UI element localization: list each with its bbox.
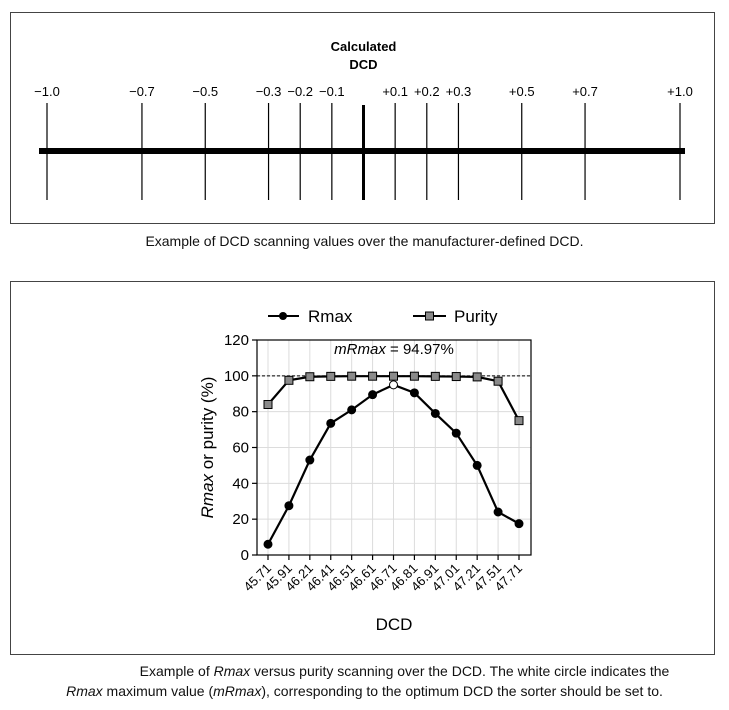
y-tick-label: 0 [241,547,249,564]
purity-point [347,371,357,381]
dcd-number-line-chart: Calculated DCD −1.0 −0.7 −0.5 −0.3 −0.2 −0.1 +0.… [34,39,693,200]
rmax-point [263,539,273,549]
number-line-tick-label: −0.2 [287,84,313,99]
rmax-point [368,390,378,400]
number-line-title-line-2: DCD [349,57,377,72]
y-tick-label: 80 [232,404,249,421]
caption-italic: mRmax [213,683,262,699]
legend-purity-label: Purity [454,307,498,326]
purity-point [409,371,419,381]
rmax-point [430,408,440,418]
number-line-tick-label: +1.0 [667,84,693,99]
number-line-tick-label: +0.3 [446,84,472,99]
number-line-tick-label: +0.1 [382,84,408,99]
y-tick-label: 20 [232,511,249,528]
y-tick-label: 120 [224,332,249,349]
purity-point [451,372,461,382]
x-axis-title: DCD [376,615,413,634]
purity-point [472,372,482,382]
purity-point [368,371,378,381]
rmax-purity-chart-panel: 0 20 40 60 80 100 120 45.71 45.91 46.21 46.41 46.51… [10,281,715,655]
rmax-point [284,501,294,511]
y-axis-title-rest: or purity (%) [198,377,217,474]
purity-point [389,371,398,381]
caption-text: ), corresponding to the optimum DCD the … [261,683,663,699]
purity-point [514,416,524,426]
mrmax-annotation-value: = 94.97% [386,341,454,358]
number-line-title-line-1: Calculated [331,39,397,54]
purity-point [305,372,315,382]
rmax-point [347,405,357,415]
number-line-tick-label: +0.5 [509,84,535,99]
rmax-point [326,418,336,428]
number-line-tick-label: −0.3 [256,84,282,99]
number-line-tick-label: −0.1 [319,84,345,99]
purity-point [493,376,503,386]
number-line-tick-label: +0.2 [414,84,440,99]
purity-point [263,400,273,409]
y-tick-label: 60 [232,440,249,457]
caption-line-2: Rmax maximum value (mRmax), correspondin… [0,681,729,701]
purity-point [430,371,440,381]
y-tick-label: 40 [232,475,249,492]
purity-point [284,375,294,385]
caption-italic: Rmax [66,683,103,699]
legend-rmax-label: Rmax [308,307,353,326]
caption-italic: Rmax [213,663,251,679]
caption-text: versus purity scanning over the DCD. The… [250,663,670,679]
legend-rmax-marker [279,312,287,320]
number-line-tick-label: −0.5 [192,84,218,99]
line-chart-caption: Example of Rmax versus purity scanning o… [0,661,729,701]
mrmax-annotation-italic: mRmax [334,341,386,358]
dcd-number-line-panel: Calculated DCD −1.0 −0.7 −0.5 −0.3 −0.2 −0.1 +0.… [10,12,715,224]
caption-line-1: Example of Rmax versus purity scanning o… [0,661,729,681]
mrmax-annotation: mRmax = 94.97% [334,341,454,358]
y-axis-title-italic: Rmax [198,473,217,518]
rmax-point [472,460,482,470]
rmax-point [305,455,315,465]
rmax-point [409,388,419,398]
rmax-point [493,507,503,517]
number-line-tick-label: −1.0 [34,84,60,99]
number-line-tick-label: −0.7 [129,84,155,99]
legend-purity-marker [425,311,434,321]
rmax-max-point [389,380,398,390]
y-axis-title: Rmax or purity (%) [198,377,217,519]
number-line-tick-label: +0.7 [572,84,598,99]
number-line-caption: Example of DCD scanning values over the … [145,233,584,249]
purity-point [326,371,336,381]
rmax-purity-line-chart: 02040608010012045.7145.9146.2146.4146.51… [198,307,532,634]
caption-text: maximum value ( [102,683,214,699]
caption-text: Example of [139,663,214,679]
rmax-point [451,428,461,438]
rmax-point [514,519,524,529]
y-tick-label: 100 [224,368,249,385]
